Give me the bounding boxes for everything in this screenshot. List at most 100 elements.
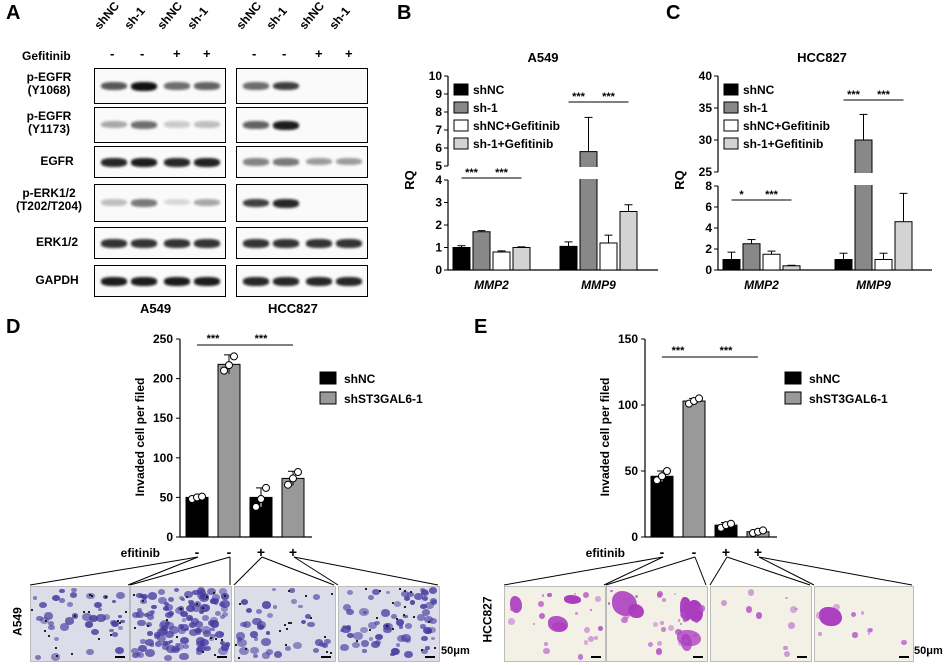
stained-cell — [421, 636, 428, 642]
stained-cell — [132, 612, 141, 619]
stained-cell — [90, 628, 99, 635]
connector-line — [709, 556, 728, 586]
gefitinib-sign: - — [110, 46, 115, 61]
y-tick-label: 0 — [705, 263, 712, 277]
y-tick-label: 200 — [153, 372, 173, 386]
scale-bar — [115, 656, 125, 658]
stained-cell — [677, 639, 685, 646]
filter-pore — [244, 648, 247, 651]
protein-band — [243, 158, 269, 166]
stained-cell — [587, 635, 594, 643]
stained-cell — [118, 626, 124, 630]
stained-cell — [285, 645, 292, 651]
y-axis-label: RQ — [402, 170, 417, 190]
filter-pore — [90, 595, 93, 598]
scale-bar — [899, 656, 909, 658]
lane-label: sh-1 — [326, 4, 353, 33]
filter-pore — [391, 602, 394, 605]
blot-row-label: EGFR — [14, 155, 100, 168]
y-axis-label: RQ — [672, 170, 687, 190]
stained-cell — [655, 647, 663, 655]
stained-cell — [424, 602, 434, 610]
connector-line — [603, 556, 664, 586]
stained-cell — [852, 632, 858, 638]
blot-row-label: p-EGFR (Y1068) — [6, 71, 92, 97]
chart-e-hcc827-invasion: 0 50 100 150 Invaded cell per filed - - + + Gefit… — [585, 332, 888, 560]
stained-cell — [141, 593, 149, 599]
stained-cell — [420, 648, 428, 655]
chart-d-a549-invasion: 0 50 100 150 200 250 Invaded cell per filed - - +… — [120, 332, 423, 560]
stained-cell — [168, 625, 179, 634]
stained-cell — [154, 634, 161, 639]
stained-cell — [374, 640, 382, 646]
stained-cell — [409, 600, 415, 605]
stained-cell — [416, 613, 426, 621]
filter-pore — [365, 587, 368, 590]
blot-image — [236, 184, 368, 222]
connector-line — [694, 556, 707, 586]
stained-cell — [162, 644, 169, 650]
filter-pore — [399, 588, 402, 591]
blot-image — [94, 146, 226, 178]
legend-swatch — [784, 371, 802, 385]
stained-cell — [145, 639, 154, 646]
micrograph-hcc827 — [710, 586, 812, 662]
filter-pore — [88, 594, 91, 597]
stained-cell — [867, 633, 870, 636]
stained-cell — [273, 651, 283, 659]
stained-cell — [339, 643, 349, 651]
filter-pore — [309, 616, 312, 619]
stained-cell — [289, 588, 295, 593]
stained-cell — [391, 647, 401, 656]
legend-label: shNC — [473, 83, 505, 97]
y-tick-label: 1 — [435, 241, 442, 255]
stained-cell — [95, 614, 106, 623]
bar — [492, 251, 511, 271]
connector-line — [726, 556, 811, 586]
y-axis-label: Invaded cell per filed — [133, 378, 147, 497]
filter-pore — [206, 596, 209, 599]
y-tick-label: 0 — [166, 530, 173, 544]
legend-label: shNC — [809, 372, 841, 386]
axis-break-gap — [558, 167, 640, 179]
micrograph-hcc827 — [814, 586, 914, 662]
data-point — [252, 502, 260, 511]
gefitinib-sign: - — [227, 544, 232, 560]
stained-cell — [43, 612, 54, 620]
protein-band — [336, 277, 362, 286]
stained-cell — [110, 620, 119, 628]
stained-cell — [656, 640, 662, 646]
stained-cell — [140, 639, 146, 644]
y-tick-label: 5 — [435, 159, 442, 173]
significance-label: *** — [602, 91, 616, 103]
stained-cell — [120, 620, 125, 624]
stained-cell — [137, 619, 146, 627]
stained-cell — [368, 637, 374, 641]
filter-pore — [45, 620, 48, 623]
stained-cell — [182, 643, 190, 649]
stained-cell — [189, 629, 199, 636]
stained-cell — [290, 598, 297, 604]
stained-cell — [595, 596, 601, 602]
blot-row-label: p-ERK1/2 (T202/T204) — [6, 187, 92, 213]
protein-band — [164, 199, 190, 206]
stained-cell — [111, 632, 118, 637]
protein-band — [336, 158, 362, 166]
protein-band — [273, 82, 299, 91]
legend-swatch — [784, 391, 802, 405]
filter-pore — [43, 629, 46, 632]
x-category-label: MMP2 — [474, 278, 509, 292]
stained-cell — [403, 614, 409, 619]
stained-cell — [396, 619, 405, 627]
stained-cell — [150, 604, 157, 610]
stained-cell — [360, 626, 368, 633]
stained-cell — [343, 604, 352, 611]
legend-label: sh-1+Gefitinib — [473, 137, 553, 151]
legend-swatch — [723, 83, 739, 96]
stained-cell — [312, 648, 320, 654]
blot-row-label: p-EGFR (Y1173) — [6, 110, 92, 136]
stained-cell — [59, 588, 65, 594]
stained-cell — [267, 612, 274, 618]
bar — [452, 247, 471, 271]
stained-cell — [374, 620, 381, 626]
